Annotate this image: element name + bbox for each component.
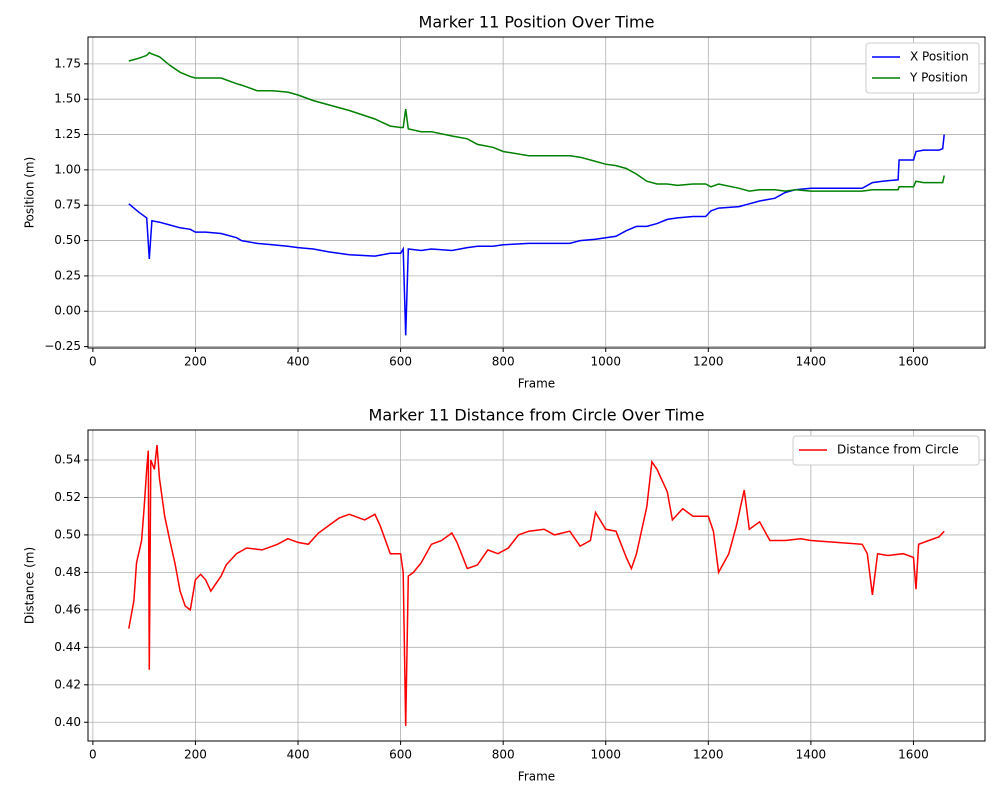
y-tick-label: 0.44 xyxy=(54,640,81,654)
x-axis-label: Frame xyxy=(518,377,555,391)
x-tick-label: 600 xyxy=(389,748,412,762)
x-tick-label: 0 xyxy=(89,355,97,369)
legend: Distance from Circle xyxy=(792,435,980,466)
data-line xyxy=(128,51,945,192)
y-tick-label: 1.00 xyxy=(54,162,81,176)
x-tick-label: 600 xyxy=(389,355,412,369)
x-tick-label: 200 xyxy=(184,355,207,369)
y-tick-label: 0.50 xyxy=(54,527,81,541)
y-tick-label: 0.00 xyxy=(54,304,81,318)
x-tick-label: 1600 xyxy=(898,748,929,762)
legend-label: X Position xyxy=(910,50,969,64)
x-axis-label: Frame xyxy=(518,770,555,784)
legend-label: Distance from Circle xyxy=(837,443,959,457)
y-tick-label: 0.25 xyxy=(54,268,81,282)
x-tick-label: 800 xyxy=(492,355,515,369)
x-tick-label: 1200 xyxy=(693,748,724,762)
x-tick-label: 200 xyxy=(184,748,207,762)
x-tick-label: 1000 xyxy=(590,748,621,762)
subplot: Marker 11 Distance from Circle Over Time… xyxy=(23,406,986,784)
y-tick-label: 0.54 xyxy=(54,452,81,466)
data-line xyxy=(128,134,945,336)
x-tick-label: 1600 xyxy=(898,355,929,369)
x-tick-label: 0 xyxy=(89,748,97,762)
x-tick-label: 1400 xyxy=(796,355,827,369)
x-tick-label: 1000 xyxy=(590,355,621,369)
y-tick-label: 0.75 xyxy=(54,198,81,212)
y-tick-label: 0.50 xyxy=(54,233,81,247)
legend-box xyxy=(865,42,980,94)
subplot: Marker 11 Position Over Time 0 200 400 600 80… xyxy=(23,13,986,391)
x-tick-label: 1400 xyxy=(796,748,827,762)
y-tick-label: 1.25 xyxy=(54,127,81,141)
y-tick-label: 0.46 xyxy=(54,602,81,616)
y-tick-label: 0.48 xyxy=(54,565,81,579)
data-line xyxy=(128,444,945,727)
legend-label: Y Position xyxy=(909,71,968,85)
chart-title: Marker 11 Position Over Time xyxy=(419,13,655,32)
y-tick-label: 0.42 xyxy=(54,677,81,691)
legend: X Position Y Position xyxy=(865,42,980,94)
y-axis-label: Distance (m) xyxy=(23,547,37,624)
x-tick-label: 1200 xyxy=(693,355,724,369)
y-tick-label: −0.25 xyxy=(44,339,81,353)
axes-frame xyxy=(87,36,986,349)
x-tick-label: 400 xyxy=(287,748,310,762)
y-tick-label: 1.75 xyxy=(54,56,81,70)
chart-title: Marker 11 Distance from Circle Over Time xyxy=(369,406,705,425)
y-tick-label: 1.50 xyxy=(54,92,81,106)
y-tick-label: 0.52 xyxy=(54,490,81,504)
y-axis-label: Position (m) xyxy=(23,157,37,229)
axes-frame xyxy=(87,429,986,742)
y-tick-label: 0.40 xyxy=(54,715,81,729)
legend-box xyxy=(792,435,980,466)
x-tick-label: 800 xyxy=(492,748,515,762)
x-tick-label: 400 xyxy=(287,355,310,369)
